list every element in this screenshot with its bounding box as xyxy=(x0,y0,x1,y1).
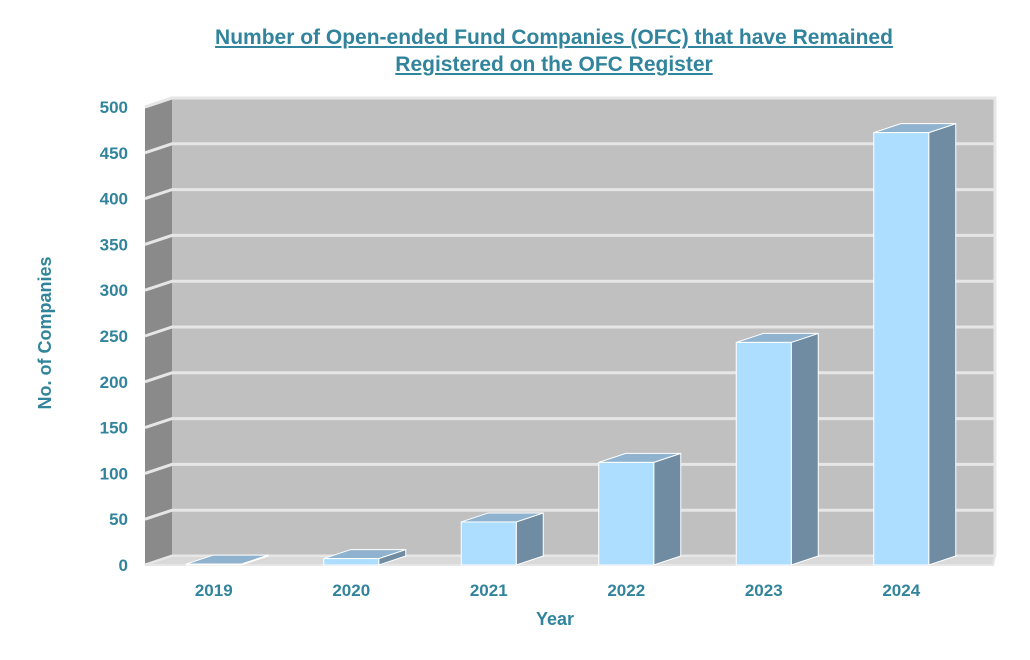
y-axis-ticks: 0 50 100 150 200 250 300 350 400 450 500 xyxy=(100,98,128,575)
y-tick-label: 350 xyxy=(100,235,128,254)
chart-title-line-2: Registered on the OFC Register xyxy=(395,53,713,76)
bar-2020 xyxy=(323,548,407,566)
y-tick-label: 400 xyxy=(100,190,128,209)
x-tick-label: 2023 xyxy=(745,581,783,600)
bar-front xyxy=(185,563,242,566)
chart-floor xyxy=(144,555,997,566)
x-tick-label: 2022 xyxy=(607,581,645,600)
x-tick-label: 2019 xyxy=(195,581,233,600)
gridline xyxy=(144,417,995,430)
gridline xyxy=(144,279,995,292)
chart-wall-frame xyxy=(144,96,997,556)
bar-side xyxy=(790,332,819,566)
gridline xyxy=(144,142,995,155)
bar-front xyxy=(460,521,517,566)
bars xyxy=(185,122,957,566)
gridline xyxy=(144,508,995,521)
x-axis-label: Year xyxy=(536,609,574,629)
bar-front xyxy=(735,341,792,566)
y-tick-label: 500 xyxy=(100,98,128,117)
gridline xyxy=(144,325,995,338)
gridline xyxy=(144,188,995,201)
bar-side xyxy=(928,122,957,566)
bar-2024 xyxy=(873,122,957,566)
chart-title: Number of Open-ended Fund Companies (OFC… xyxy=(0,24,1030,78)
bar-front xyxy=(873,132,930,566)
bar-side xyxy=(653,452,682,566)
bar-2019 xyxy=(185,554,269,566)
bar-front xyxy=(323,558,380,566)
y-tick-label: 50 xyxy=(109,510,128,529)
x-tick-label: 2020 xyxy=(332,581,370,600)
chart-title-line-1: Number of Open-ended Fund Companies (OFC… xyxy=(215,26,893,49)
y-tick-label: 100 xyxy=(100,464,128,483)
y-tick-label: 0 xyxy=(119,556,128,575)
x-axis-ticks: 2019 2020 2021 2022 2023 2024 xyxy=(195,581,921,600)
bar-2023 xyxy=(735,332,819,566)
gridline xyxy=(144,233,995,246)
y-tick-label: 300 xyxy=(100,281,128,300)
y-tick-label: 150 xyxy=(100,419,128,438)
chart-floor-edge xyxy=(144,555,997,566)
y-tick-label: 200 xyxy=(100,373,128,392)
y-axis-label: No. of Companies xyxy=(35,256,55,409)
bar-front xyxy=(598,461,655,566)
y-tick-label: 450 xyxy=(100,144,128,163)
bar-2021 xyxy=(460,512,544,566)
y-tick-label: 250 xyxy=(100,327,128,346)
bar-2022 xyxy=(598,452,682,566)
gridline xyxy=(144,371,995,384)
x-tick-label: 2024 xyxy=(882,581,920,600)
gridline xyxy=(144,462,995,475)
x-tick-label: 2021 xyxy=(470,581,508,600)
